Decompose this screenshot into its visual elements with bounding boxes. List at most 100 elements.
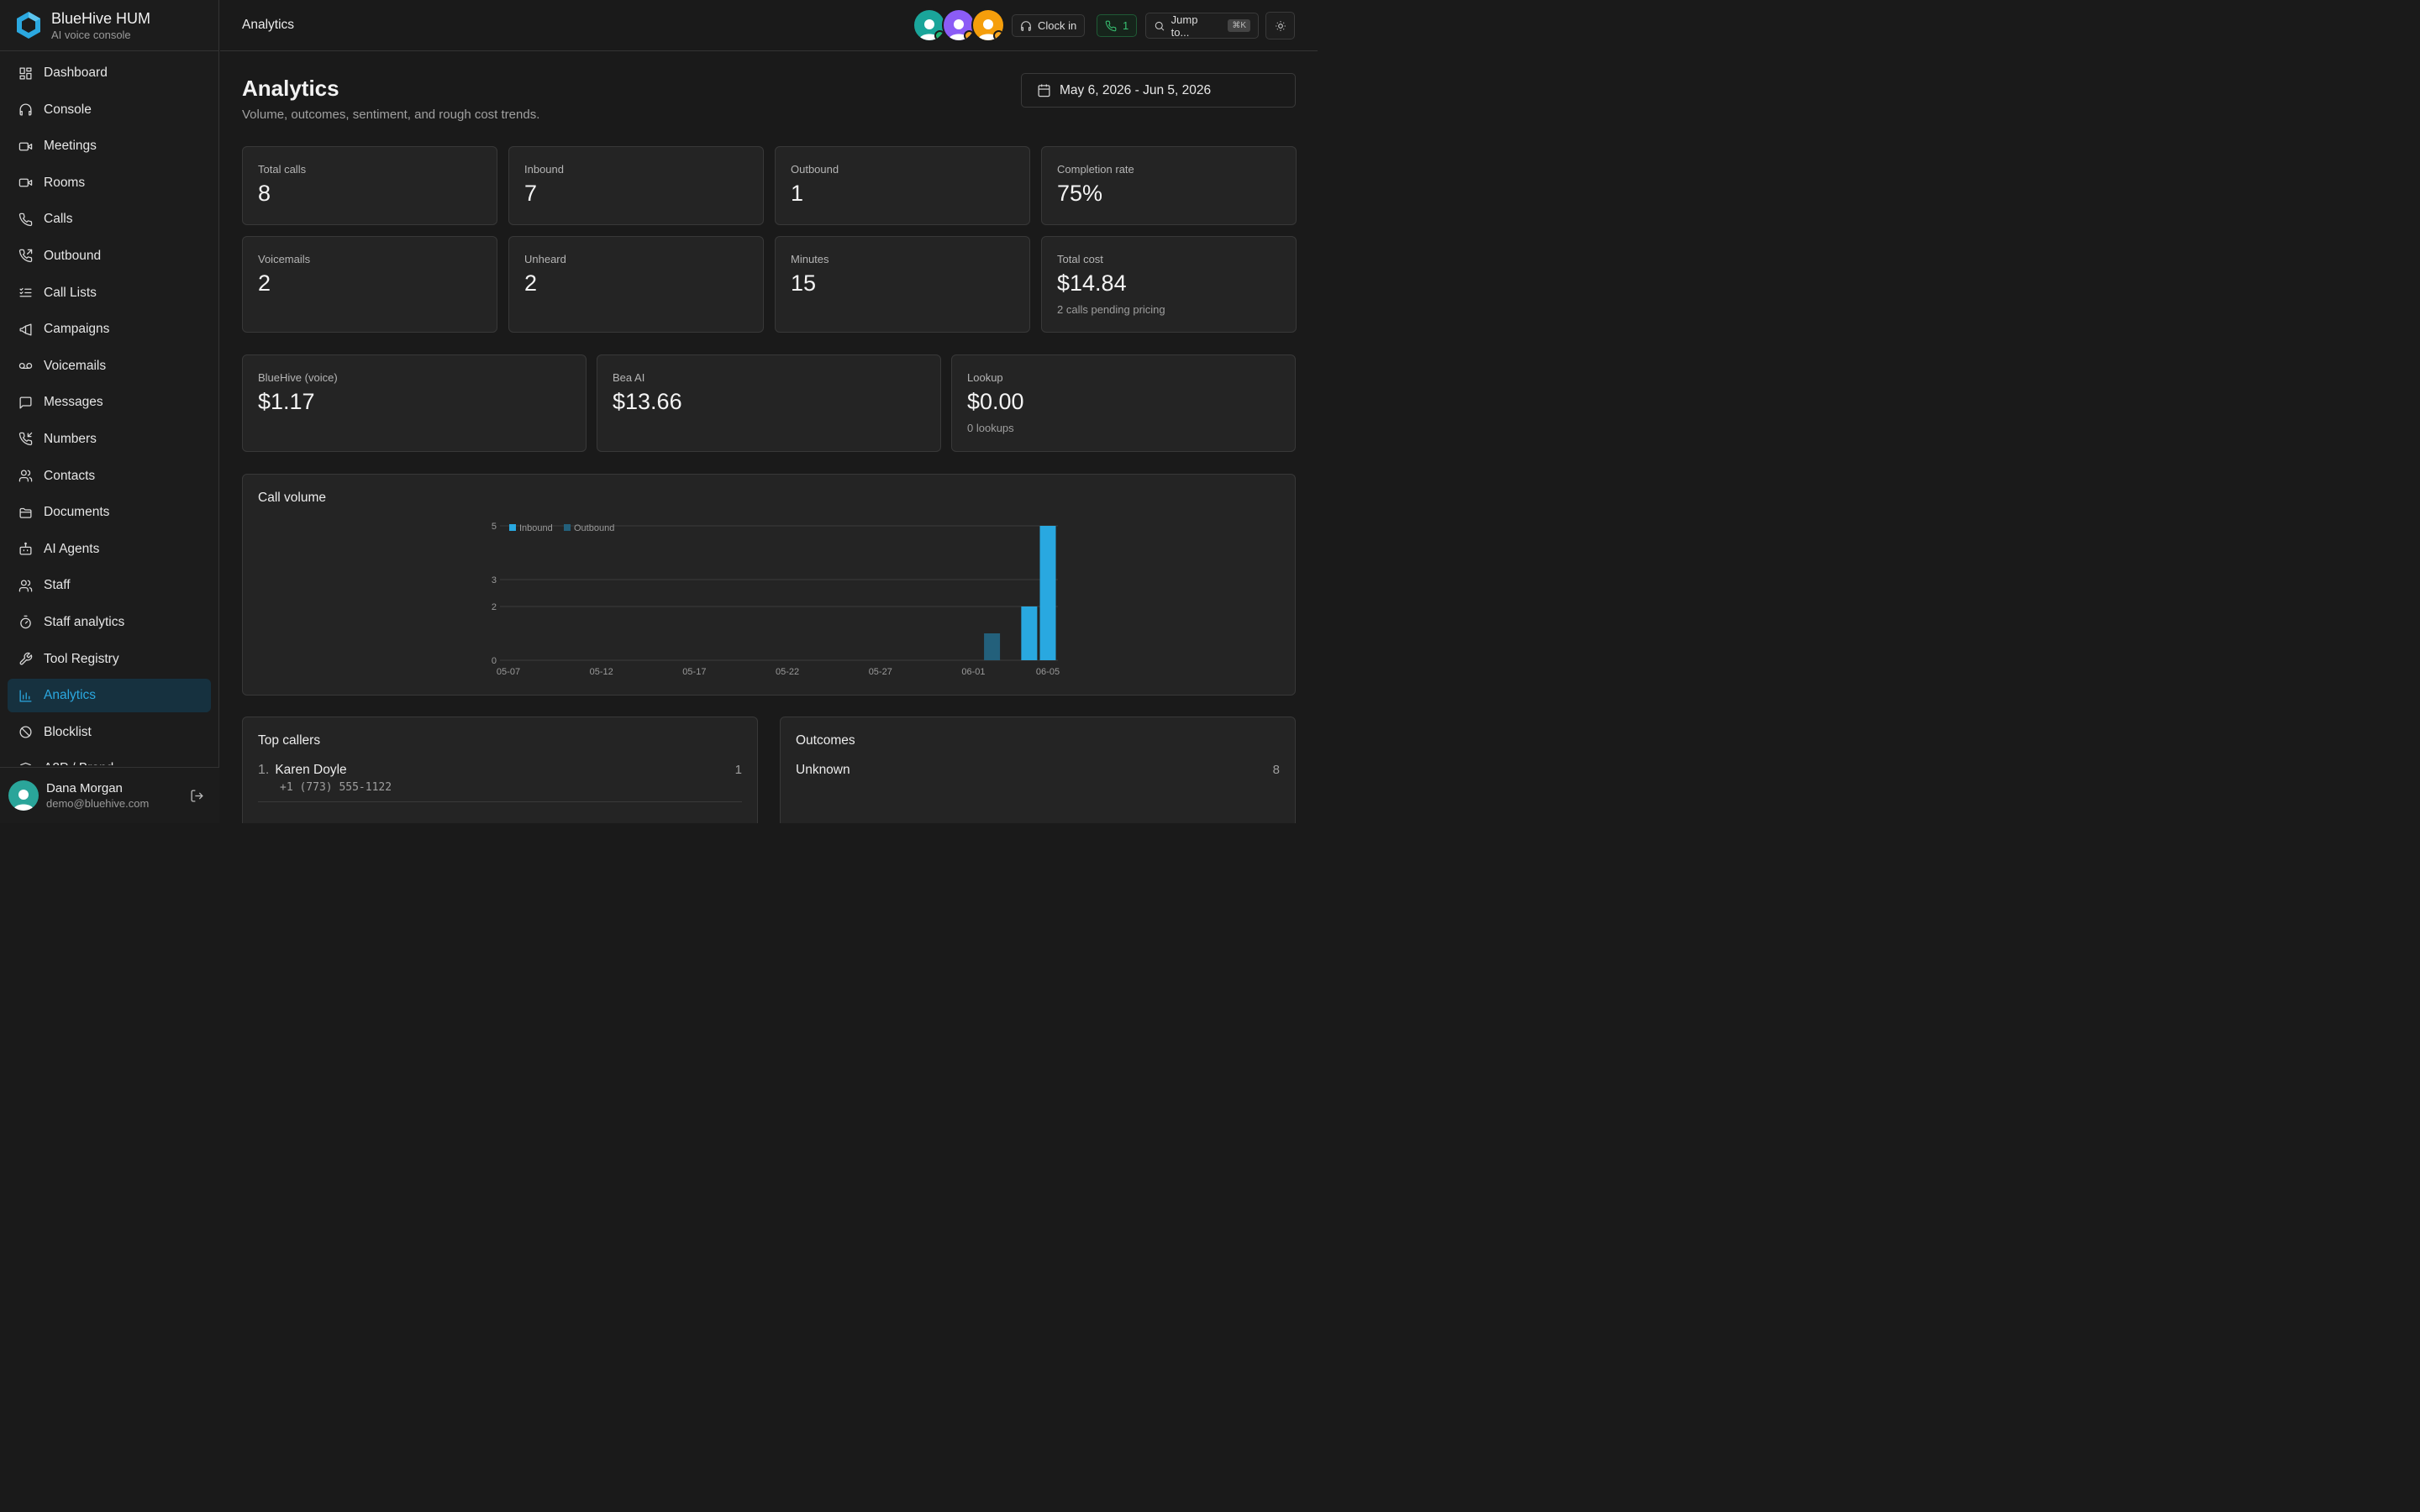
- stat-card-unheard: Unheard 2: [508, 236, 764, 333]
- sidebar-item-campaigns[interactable]: Campaigns: [8, 312, 211, 346]
- video-icon: [18, 142, 33, 151]
- list-item[interactable]: 1. Karen Doyle 1 +1 (773) 555-1122: [258, 763, 742, 802]
- cost-card-bluehive-voice: BlueHive (voice) $1.17: [242, 354, 587, 452]
- date-range-picker[interactable]: May 6, 2026 - Jun 5, 2026: [1021, 73, 1296, 108]
- sidebar-item-contacts[interactable]: Contacts: [8, 459, 211, 493]
- bar-inbound-06-05: [1039, 526, 1056, 660]
- caller-count: 1: [734, 763, 742, 777]
- sidebar-item-label: Campaigns: [44, 322, 110, 337]
- stat-value: 8: [258, 181, 271, 206]
- sidebar-item-label: Documents: [44, 505, 110, 520]
- sidebar-item-analytics[interactable]: Analytics: [8, 679, 211, 713]
- sidebar-item-a2p-brand[interactable]: A2P / Brand: [8, 752, 211, 765]
- sidebar-item-calls[interactable]: Calls: [8, 202, 211, 236]
- sun-icon: [1275, 20, 1286, 31]
- sidebar-item-label: Calls: [44, 212, 73, 227]
- sidebar-item-label: Tool Registry: [44, 651, 119, 666]
- sidebar-item-rooms[interactable]: Rooms: [8, 166, 211, 200]
- megaphone-icon: [19, 323, 32, 336]
- stat-note: 2 calls pending pricing: [1057, 303, 1165, 316]
- sidebar-item-meetings[interactable]: Meetings: [8, 129, 211, 163]
- user-email: demo@bluehive.com: [46, 797, 150, 810]
- phone-active-icon: [1105, 20, 1117, 31]
- bot-icon: [19, 542, 32, 555]
- clock-in-label: Clock in: [1038, 19, 1077, 32]
- sidebar-item-documents[interactable]: Documents: [8, 496, 211, 529]
- sidebar-item-messages[interactable]: Messages: [8, 386, 211, 419]
- sidebar-item-console[interactable]: Console: [8, 93, 211, 127]
- stat-card-voicemails: Voicemails 2: [242, 236, 497, 333]
- sidebar-item-label: Voicemails: [44, 358, 107, 373]
- presence-avatar[interactable]: [913, 8, 946, 42]
- sidebar: BlueHive HUM AI voice console Dashboard C…: [0, 0, 219, 823]
- y-tick-label: 3: [492, 575, 497, 585]
- stat-value: 75%: [1057, 181, 1103, 206]
- logo-icon: [17, 12, 40, 39]
- user-icon: [978, 19, 998, 40]
- jump-to-search[interactable]: Jump to... ⌘K: [1145, 13, 1259, 39]
- active-calls-button[interactable]: 1: [1097, 14, 1138, 37]
- x-tick-label: 05-22: [776, 667, 799, 677]
- stat-label: Unheard: [524, 253, 566, 265]
- date-range-label: May 6, 2026 - Jun 5, 2026: [1060, 82, 1212, 97]
- users-icon: [18, 470, 33, 482]
- sidebar-item-numbers[interactable]: Numbers: [8, 423, 211, 456]
- stat-label: Total cost: [1057, 253, 1103, 265]
- stat-label: Total calls: [258, 163, 307, 176]
- sidebar-item-label: Contacts: [44, 468, 96, 483]
- stat-value: $14.84: [1057, 270, 1127, 296]
- sidebar-item-label: Call Lists: [44, 285, 97, 300]
- topbar: Analytics Clock in 1 Jump to... ⌘K: [220, 0, 1318, 51]
- x-tick-label: 05-27: [869, 667, 892, 677]
- x-tick-label: 06-01: [961, 667, 985, 677]
- y-tick-label: 0: [492, 656, 497, 666]
- headset-icon: [1021, 20, 1031, 31]
- sidebar-item-dashboard[interactable]: Dashboard: [8, 56, 211, 90]
- outcomes-card: Outcomes Unknown 8: [780, 717, 1296, 823]
- top-callers-title: Top callers: [258, 733, 321, 748]
- clock-in-button[interactable]: Clock in: [1012, 14, 1086, 37]
- sidebar-item-label: Blocklist: [44, 724, 92, 739]
- video-icon: [18, 178, 33, 187]
- headset-icon: [19, 103, 32, 116]
- stat-card-total-calls: Total calls 8: [242, 146, 497, 225]
- presence-avatar[interactable]: [971, 8, 1005, 42]
- user-icon: [13, 790, 34, 811]
- presence-avatars[interactable]: [913, 8, 1005, 42]
- sidebar-item-staff[interactable]: Staff: [8, 569, 211, 602]
- sidebar-item-outbound[interactable]: Outbound: [8, 239, 211, 273]
- sidebar-item-label: Staff: [44, 578, 71, 593]
- sidebar-item-label: Dashboard: [44, 66, 108, 80]
- stat-value: 2: [524, 270, 538, 296]
- sidebar-item-voicemails[interactable]: Voicemails: [8, 349, 211, 383]
- theme-toggle-button[interactable]: [1265, 12, 1295, 39]
- status-dot: [934, 30, 944, 40]
- sidebar-item-staff-analytics[interactable]: Staff analytics: [8, 606, 211, 639]
- sidebar-item-ai-agents[interactable]: AI Agents: [8, 533, 211, 566]
- bar-chart-icon: [19, 690, 32, 702]
- wrench-icon: [19, 652, 33, 665]
- stat-value: 7: [524, 181, 538, 206]
- status-dot: [964, 30, 974, 40]
- sidebar-item-tool-registry[interactable]: Tool Registry: [8, 643, 211, 676]
- sidebar-item-label: AI Agents: [44, 541, 100, 556]
- presence-avatar[interactable]: [942, 8, 976, 42]
- user-menu[interactable]: Dana Morgan demo@bluehive.com: [0, 767, 219, 823]
- folder-icon: [19, 507, 32, 518]
- user-icon: [949, 19, 969, 40]
- brand-title: BlueHive HUM: [51, 9, 151, 27]
- stat-value: 15: [791, 270, 817, 296]
- stat-value: 2: [258, 270, 271, 296]
- brand[interactable]: BlueHive HUM AI voice console: [0, 0, 218, 51]
- sidebar-item-blocklist[interactable]: Blocklist: [8, 716, 211, 749]
- cost-label: Lookup: [967, 371, 1003, 384]
- sidebar-item-label: Messages: [44, 395, 103, 410]
- outcome-label: Unknown: [796, 763, 850, 777]
- y-tick-label: 2: [492, 602, 497, 612]
- logout-icon[interactable]: [190, 789, 204, 803]
- sidebar-item-label: Console: [44, 102, 92, 117]
- bar-inbound-06-04: [1021, 606, 1038, 660]
- stat-value: 1: [791, 181, 804, 206]
- sidebar-item-call-lists[interactable]: Call Lists: [8, 276, 211, 310]
- cost-value: $0.00: [967, 389, 1024, 414]
